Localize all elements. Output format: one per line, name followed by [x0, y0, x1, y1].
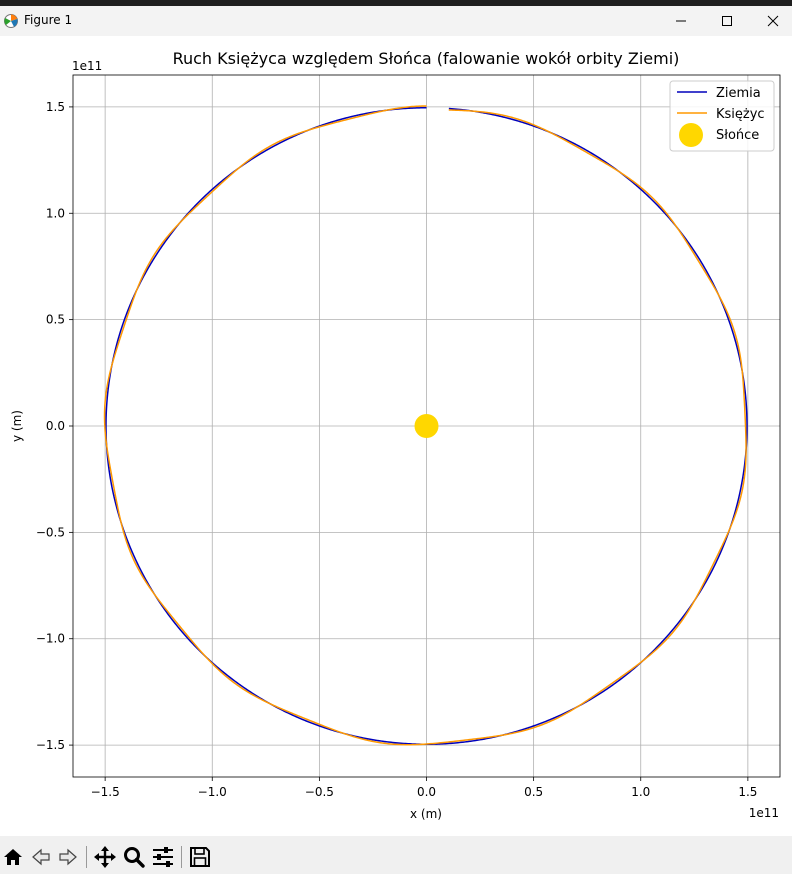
orbit-chart: −1.5 −1.0 −0.5 0.0 0.5 1.0 1.5 −1.5 −1.0 −0.5 0.0 0…: [10, 49, 781, 821]
matplotlib-figure-icon: [4, 14, 18, 28]
maximize-button[interactable]: [704, 6, 750, 36]
x-tick-label: 0.0: [417, 785, 436, 799]
minimize-button[interactable]: [658, 6, 704, 36]
pan-button[interactable]: [92, 845, 118, 869]
x-tick-label: 1.5: [738, 785, 757, 799]
legend-label-ziemia: Ziemia: [716, 86, 761, 101]
save-icon: [190, 847, 210, 867]
y-tick-label: −1.0: [36, 632, 65, 646]
window-title: Figure 1: [24, 13, 73, 27]
figure-canvas[interactable]: −1.5 −1.0 −0.5 0.0 0.5 1.0 1.5 −1.5 −1.0 −0.5 0.0 0…: [0, 36, 792, 836]
sun-marker: [414, 414, 439, 438]
x-tick-label: 0.5: [524, 785, 543, 799]
close-button[interactable]: [750, 6, 792, 36]
series-line-1: [103, 105, 747, 746]
legend-label-ksiezyc: Księżyc: [716, 107, 765, 122]
close-icon: [767, 15, 779, 27]
y-tick-label: 1.0: [46, 206, 65, 220]
configure-subplots-button[interactable]: [150, 845, 176, 869]
y-tick-label: 0.0: [46, 419, 65, 433]
x-offset-text: 1e11: [749, 806, 779, 820]
series-layer: [103, 105, 748, 746]
save-button[interactable]: [187, 845, 213, 869]
x-tick-label: 1.0: [631, 785, 650, 799]
legend-marker-slonce: [679, 123, 703, 147]
maximize-icon: [722, 16, 732, 26]
y-offset-text: 1e11: [72, 59, 102, 73]
forward-icon: [59, 848, 77, 866]
x-tick-label: −0.5: [305, 785, 334, 799]
ticks: −1.5 −1.0 −0.5 0.0 0.5 1.0 1.5 −1.5 −1.0 −0.5 0.0 0…: [36, 100, 758, 799]
toolbar-separator: [181, 846, 182, 868]
home-icon: [4, 849, 22, 865]
y-tick-label: 1.5: [46, 100, 65, 114]
x-tick-label: −1.0: [198, 785, 227, 799]
desktop-top-strip: [0, 0, 792, 6]
minimize-icon: [676, 20, 686, 22]
configure-subplots-icon: [153, 847, 173, 867]
legend: Ziemia Księżyc Słońce: [669, 80, 775, 152]
back-icon: [32, 848, 50, 866]
y-axis-label: y (m): [10, 410, 24, 442]
chart-title: Ruch Księżyca względem Słońca (falowanie…: [173, 49, 680, 68]
pan-icon: [94, 846, 116, 868]
x-tick-label: −1.5: [91, 785, 120, 799]
back-button[interactable]: [28, 845, 54, 869]
zoom-button[interactable]: [121, 845, 147, 869]
forward-button[interactable]: [55, 845, 81, 869]
toolbar-separator: [86, 846, 87, 868]
y-tick-label: −1.5: [36, 738, 65, 752]
grid: [73, 75, 780, 777]
x-axis-label: x (m): [410, 807, 442, 821]
home-button[interactable]: [0, 845, 26, 869]
window-titlebar[interactable]: Figure 1: [0, 6, 792, 36]
legend-label-slonce: Słońce: [716, 128, 759, 143]
navigation-toolbar: [0, 836, 792, 874]
y-tick-label: −0.5: [36, 525, 65, 539]
y-tick-label: 0.5: [46, 313, 65, 327]
zoom-icon: [124, 847, 145, 868]
